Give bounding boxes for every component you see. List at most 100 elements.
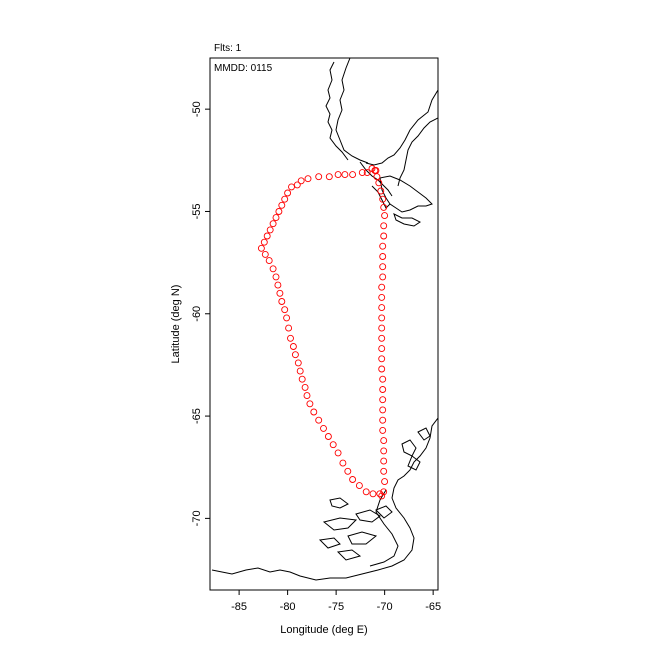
track-point	[379, 386, 387, 393]
y-tick-label: -55	[191, 204, 203, 220]
track-point	[381, 478, 389, 486]
y-tick-label: -65	[191, 408, 203, 424]
track-point	[315, 416, 323, 424]
y-axis-title: Latitude (deg N)	[170, 285, 182, 364]
track-point	[349, 476, 357, 483]
track-point	[380, 203, 388, 211]
track-point	[272, 214, 280, 222]
track-point	[278, 201, 286, 209]
x-axis-title: Longitude (deg E)	[280, 624, 367, 636]
track-point	[284, 189, 292, 197]
track-point	[263, 232, 271, 240]
track-point	[379, 253, 387, 260]
track-point	[379, 406, 387, 414]
track-point	[380, 222, 388, 230]
track-point	[306, 400, 314, 408]
track-point	[380, 467, 388, 475]
coastline-antarctic-peninsula	[211, 417, 438, 581]
track-point	[378, 293, 386, 301]
track-point	[304, 175, 312, 183]
track-point	[297, 177, 305, 185]
track-point	[274, 281, 282, 289]
track-point	[378, 304, 386, 312]
track-point	[278, 298, 286, 305]
track-point	[380, 457, 388, 465]
y-tick-label: -60	[191, 306, 203, 322]
track-point	[371, 167, 379, 174]
track-point	[349, 171, 357, 179]
track-point	[378, 283, 386, 291]
track-point	[378, 314, 386, 322]
x-tick-label: -75	[328, 601, 344, 613]
track-point	[291, 351, 299, 359]
track-point	[380, 488, 388, 496]
track-point	[379, 263, 387, 271]
track-point	[344, 467, 352, 475]
track-point	[358, 169, 366, 177]
track-point	[378, 365, 386, 373]
track-point	[293, 181, 301, 189]
track-point	[281, 306, 289, 314]
track-point	[377, 187, 385, 195]
track-point	[315, 173, 323, 181]
x-axis: -85 -80 -75 -70 -65	[231, 590, 441, 613]
track-point	[378, 355, 386, 363]
track-point	[288, 183, 295, 191]
track-point	[376, 490, 384, 498]
track-point	[281, 195, 289, 203]
track-point	[303, 392, 311, 400]
y-tick-label: -50	[191, 101, 203, 117]
track-point	[379, 396, 387, 404]
track-point	[276, 289, 284, 297]
track-point	[287, 334, 294, 342]
coastline-islands	[329, 497, 349, 509]
track-point	[355, 482, 363, 490]
track-point	[380, 232, 388, 240]
track-point	[379, 273, 387, 281]
track-point	[378, 345, 386, 353]
x-tick-label: -65	[425, 601, 441, 613]
track-point	[257, 244, 265, 252]
track-point	[296, 367, 304, 375]
plot-frame	[209, 57, 439, 591]
track-point	[325, 173, 333, 181]
track-point	[298, 375, 306, 383]
coastline-tierra-del-fuego	[379, 175, 433, 213]
track-point	[341, 171, 349, 179]
track-point	[378, 492, 386, 500]
y-axis: -50 -55 -60 -65 -70	[191, 101, 210, 526]
x-tick-label: -70	[377, 601, 393, 613]
track-point	[334, 171, 342, 179]
track-point	[379, 242, 387, 250]
track-point	[379, 426, 387, 434]
track-point	[378, 334, 386, 342]
flights-label: Flts: 1	[214, 43, 242, 54]
track-point	[283, 314, 291, 322]
coastlines	[211, 58, 438, 581]
coastline-chile-fjords	[325, 61, 349, 161]
track-point	[294, 359, 302, 367]
track-point	[378, 324, 386, 332]
flight-track	[257, 165, 389, 500]
y-tick-label: -70	[191, 510, 203, 526]
track-point	[266, 226, 274, 234]
coastline-east	[397, 117, 438, 187]
track-point	[289, 343, 297, 350]
track-point	[324, 433, 332, 440]
track-point	[379, 375, 387, 383]
track-point	[320, 424, 327, 432]
coastline-south-america	[335, 58, 438, 166]
track-point	[362, 488, 370, 496]
x-tick-label: -85	[231, 601, 247, 613]
track-point	[310, 408, 318, 416]
track-point	[379, 416, 387, 424]
track-point	[379, 195, 387, 203]
track-point	[334, 449, 342, 457]
track-point	[301, 383, 309, 391]
track-point	[261, 250, 269, 258]
track-point	[285, 324, 293, 332]
track-point	[363, 169, 371, 177]
track-point	[381, 212, 389, 220]
